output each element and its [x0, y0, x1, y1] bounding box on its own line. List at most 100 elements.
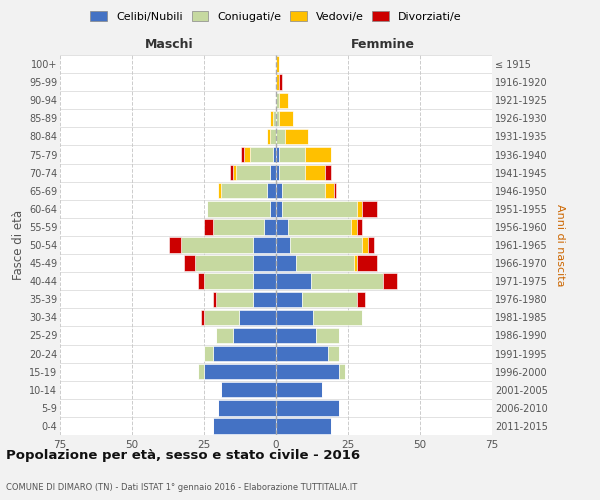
Bar	[362, 238, 368, 252]
Bar	[218, 183, 221, 198]
Bar	[250, 147, 273, 162]
Bar	[204, 219, 212, 234]
Bar	[204, 274, 253, 289]
Bar	[279, 92, 287, 108]
Bar	[276, 219, 287, 234]
Bar	[273, 110, 276, 126]
Bar	[276, 400, 340, 415]
Bar	[221, 183, 268, 198]
Bar	[296, 256, 354, 271]
Bar	[276, 328, 316, 343]
Bar	[212, 292, 215, 307]
Bar	[273, 147, 276, 162]
Bar	[212, 346, 276, 362]
Bar	[287, 219, 351, 234]
Bar	[276, 418, 331, 434]
Text: Maschi: Maschi	[145, 38, 194, 52]
Bar	[340, 364, 345, 380]
Bar	[270, 165, 276, 180]
Bar	[282, 183, 325, 198]
Bar	[198, 364, 204, 380]
Bar	[334, 183, 337, 198]
Bar	[354, 256, 356, 271]
Bar	[236, 165, 270, 180]
Bar	[230, 165, 233, 180]
Bar	[276, 274, 311, 289]
Bar	[276, 56, 279, 72]
Bar	[276, 382, 322, 398]
Bar	[207, 201, 270, 216]
Bar	[268, 128, 270, 144]
Bar	[351, 219, 356, 234]
Bar	[253, 274, 276, 289]
Bar	[244, 147, 250, 162]
Legend: Celibi/Nubili, Coniugati/e, Vedovi/e, Divorziati/e: Celibi/Nubili, Coniugati/e, Vedovi/e, Di…	[87, 8, 465, 25]
Bar	[276, 128, 284, 144]
Bar	[270, 201, 276, 216]
Bar	[362, 201, 377, 216]
Bar	[233, 165, 236, 180]
Text: COMUNE DI DIMARO (TN) - Dati ISTAT 1° gennaio 2016 - Elaborazione TUTTITALIA.IT: COMUNE DI DIMARO (TN) - Dati ISTAT 1° ge…	[6, 484, 357, 492]
Bar	[276, 147, 279, 162]
Bar	[233, 328, 276, 343]
Bar	[253, 238, 276, 252]
Bar	[356, 219, 362, 234]
Bar	[239, 310, 276, 325]
Bar	[356, 292, 365, 307]
Bar	[276, 292, 302, 307]
Bar	[253, 292, 276, 307]
Bar	[276, 183, 282, 198]
Bar	[276, 346, 328, 362]
Bar	[201, 310, 204, 325]
Bar	[276, 110, 279, 126]
Bar	[276, 201, 282, 216]
Bar	[265, 219, 276, 234]
Bar	[276, 74, 279, 90]
Bar	[276, 238, 290, 252]
Bar	[270, 128, 276, 144]
Y-axis label: Anni di nascita: Anni di nascita	[554, 204, 565, 286]
Bar	[302, 292, 356, 307]
Bar	[184, 256, 196, 271]
Bar	[270, 110, 273, 126]
Bar	[356, 201, 362, 216]
Bar	[279, 147, 305, 162]
Bar	[215, 292, 253, 307]
Bar	[276, 256, 296, 271]
Bar	[276, 310, 313, 325]
Bar	[212, 219, 265, 234]
Bar	[279, 74, 282, 90]
Bar	[305, 147, 331, 162]
Bar	[241, 147, 244, 162]
Bar	[169, 238, 181, 252]
Bar	[196, 256, 253, 271]
Bar	[276, 364, 340, 380]
Bar	[279, 165, 305, 180]
Bar	[279, 110, 293, 126]
Bar	[204, 310, 239, 325]
Bar	[325, 183, 334, 198]
Bar	[290, 238, 362, 252]
Bar	[276, 92, 279, 108]
Text: Femmine: Femmine	[350, 38, 415, 52]
Bar	[305, 165, 325, 180]
Bar	[212, 418, 276, 434]
Bar	[316, 328, 340, 343]
Bar	[215, 328, 233, 343]
Bar	[313, 310, 362, 325]
Bar	[221, 382, 276, 398]
Bar	[268, 183, 276, 198]
Bar	[198, 274, 204, 289]
Bar	[204, 346, 212, 362]
Bar	[282, 201, 356, 216]
Bar	[284, 128, 308, 144]
Y-axis label: Fasce di età: Fasce di età	[11, 210, 25, 280]
Bar	[383, 274, 397, 289]
Bar	[356, 256, 377, 271]
Bar	[181, 238, 253, 252]
Bar	[218, 400, 276, 415]
Bar	[328, 346, 340, 362]
Bar	[204, 364, 276, 380]
Text: Popolazione per età, sesso e stato civile - 2016: Popolazione per età, sesso e stato civil…	[6, 450, 360, 462]
Bar	[276, 165, 279, 180]
